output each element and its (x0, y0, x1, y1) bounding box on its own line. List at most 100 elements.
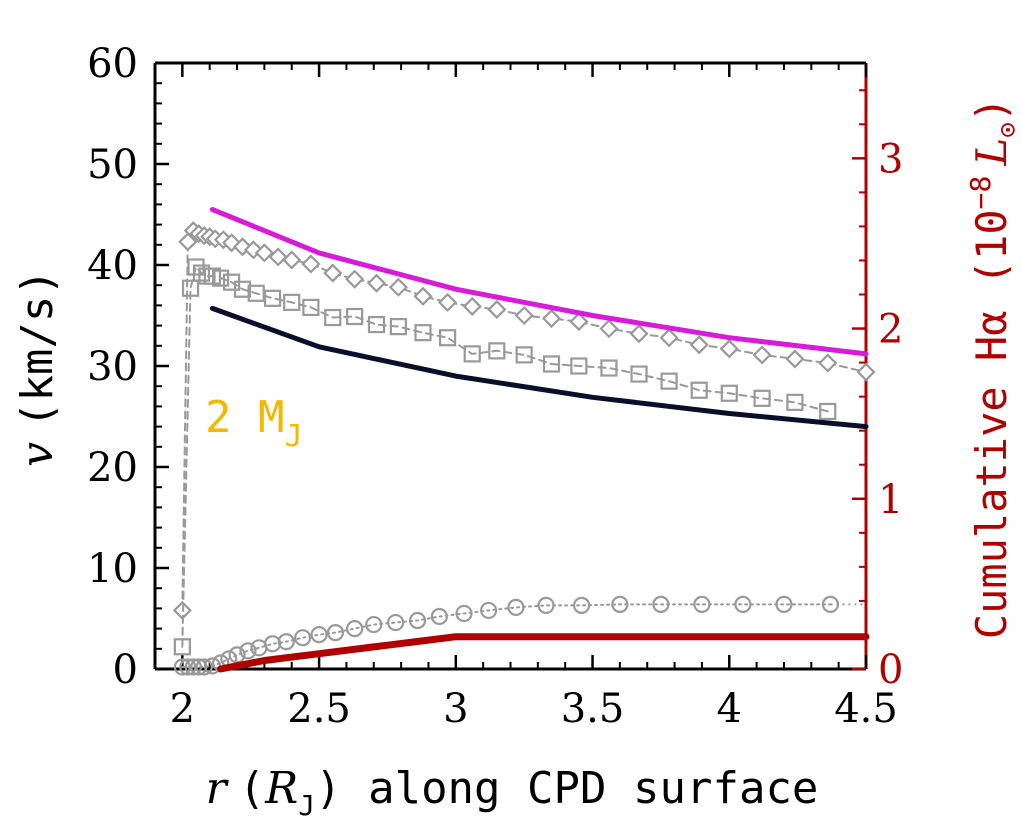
mass-annotation-sub: J (284, 419, 302, 454)
square-marker (173, 638, 191, 656)
square-marker (283, 293, 301, 311)
circle-marker (179, 658, 197, 676)
circle-marker (310, 626, 328, 644)
square-marker (515, 346, 533, 364)
square-marker (233, 280, 252, 298)
x-axis-unit-var: R (264, 763, 298, 814)
x-tick-label: 2 (170, 686, 195, 732)
circle-marker (821, 595, 840, 613)
diamond-marker (599, 319, 619, 339)
x-tick-label: 4.5 (834, 686, 898, 732)
diamond-marker (388, 277, 408, 297)
square-marker (720, 384, 738, 402)
square-marker (187, 258, 205, 276)
y-right-tick-label: 3 (878, 136, 903, 182)
diamond-marker (254, 243, 274, 263)
x-axis-title: r (RJ) along CPD surface (206, 763, 819, 822)
circle-marker (263, 635, 282, 653)
diamond-marker (413, 286, 433, 306)
circle-marker (537, 596, 555, 614)
diamond-marker (659, 328, 679, 348)
square-marker (786, 393, 804, 411)
plot-frame (153, 61, 868, 671)
diamond-marker (462, 296, 482, 316)
square-marker (542, 355, 561, 373)
circle-marker (572, 596, 591, 614)
circle-marker (173, 658, 191, 676)
x-axis-unit-sub: J (298, 789, 315, 822)
diamond-marker (243, 240, 264, 260)
circle-marker (455, 604, 473, 623)
square-marker (263, 289, 282, 307)
y-right-unit-sub: ⊙ (993, 122, 1021, 138)
square-marker (212, 269, 230, 287)
diamond-marker (629, 324, 649, 344)
circle-marker (346, 619, 364, 638)
square-marker (367, 315, 386, 334)
circle-marker (294, 629, 312, 647)
y-left-tick-label: 60 (87, 41, 138, 87)
y-axis-right-title: Cumulative Hα (10−8 L⊙) (964, 97, 1021, 639)
circle-marker (693, 595, 711, 613)
square-marker (389, 318, 407, 336)
square-marker (302, 298, 320, 317)
square-marker (346, 307, 364, 326)
circle-marker (277, 633, 295, 651)
circle-marker (326, 624, 345, 642)
y-right-exp: −8 (964, 176, 997, 210)
square-marker (192, 264, 211, 282)
diamond-marker (818, 353, 838, 373)
circle-marker (480, 601, 498, 620)
diamond-marker (366, 273, 387, 293)
y-left-tick-label: 0 (113, 647, 138, 693)
y-left-tick-label: 10 (87, 546, 138, 592)
series-line-cumulative-h-alpha (217, 633, 870, 673)
circle-marker (652, 595, 670, 613)
series-line-dark-navy-curve (209, 305, 869, 430)
y-left-tick-label: 40 (87, 243, 138, 289)
y-axis-left-title: v (km/s) (12, 269, 63, 467)
square-marker (324, 308, 342, 327)
x-tick-label: 2.5 (287, 686, 351, 732)
y-left-unit: (km/s) (12, 269, 63, 428)
diamond-marker (282, 250, 302, 270)
circle-marker (387, 613, 405, 632)
diamond-marker (323, 263, 343, 283)
mass-annotation: 2 MJ (205, 392, 303, 454)
y-left-tick-label: 30 (87, 344, 138, 390)
diamond-marker (785, 349, 805, 369)
x-tick-label: 3.5 (561, 686, 625, 732)
square-marker (690, 381, 708, 399)
square-marker (439, 329, 457, 347)
square-marker (600, 359, 618, 377)
x-tick-label: 4 (717, 686, 742, 732)
diamond-marker (569, 312, 589, 332)
circle-marker (408, 611, 427, 630)
circle-marker (507, 598, 525, 616)
x-axis-var: r (206, 763, 230, 814)
square-marker (247, 284, 265, 302)
square-marker (463, 345, 481, 363)
square-marker (630, 365, 648, 383)
square-marker (660, 372, 678, 390)
y-right-tick-label: 1 (878, 477, 903, 523)
diamond-marker (301, 254, 321, 274)
diamond-marker (268, 247, 288, 267)
square-marker (570, 357, 588, 375)
circle-marker (239, 642, 257, 660)
series-layer (172, 207, 876, 676)
y-right-label: Cumulative Hα (10 (967, 209, 1016, 639)
diamond-marker (514, 305, 534, 326)
series-line-squares (181, 266, 829, 648)
y-left-tick-label: 50 (87, 142, 138, 188)
mass-annotation-main: 2 M (205, 392, 284, 443)
diamond-marker (752, 345, 772, 365)
x-axis-rest: ) along CPD surface (315, 763, 818, 814)
y-left-var: v (12, 442, 63, 467)
series-line-magenta-curve (209, 207, 869, 357)
circle-marker (184, 658, 202, 676)
circle-marker (611, 595, 629, 613)
diamond-marker (856, 362, 876, 382)
